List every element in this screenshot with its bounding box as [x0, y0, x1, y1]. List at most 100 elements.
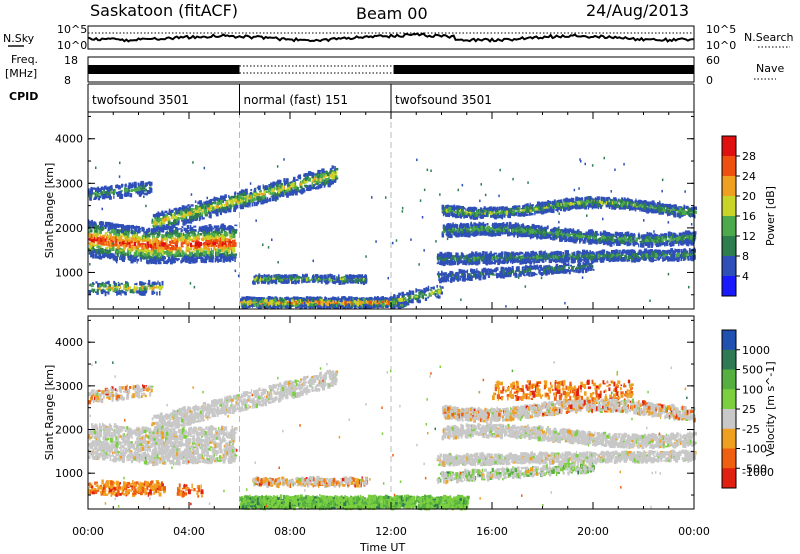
data-cell: [250, 189, 253, 192]
data-cell: [262, 199, 265, 204]
data-cell: [203, 243, 205, 248]
data-cell: [104, 221, 108, 227]
data-cell: [96, 192, 101, 195]
data-cell: [152, 236, 155, 241]
data-cell: [122, 290, 124, 294]
data-cell: [191, 216, 194, 220]
data-cell: [155, 282, 158, 285]
data-cell: [171, 236, 174, 240]
data-cell: [169, 233, 173, 237]
data-cell: [122, 257, 125, 262]
data-cell: [298, 174, 302, 178]
data-cell: [181, 226, 184, 229]
data-cell: [116, 257, 118, 262]
data-cell: [197, 243, 201, 248]
freq-tick-lo: 8: [64, 74, 71, 87]
data-cell: [293, 275, 297, 277]
data-cell: [355, 278, 358, 284]
data-cell: [331, 281, 334, 283]
data-cell: [100, 242, 104, 246]
data-cell: [103, 238, 107, 242]
data-cell: [247, 302, 249, 307]
data-cell: [135, 229, 137, 233]
data-cell: [170, 253, 174, 256]
data-cell: [212, 239, 216, 244]
beam-title: Beam 00: [356, 4, 428, 23]
data-cell: [339, 298, 343, 302]
data-cell: [216, 248, 218, 253]
data-cell: [315, 298, 318, 301]
data-cell: [211, 245, 213, 247]
cpid-segment-label: twofsound 3501: [395, 93, 492, 107]
data-cell: [312, 274, 315, 280]
data-cell: [176, 249, 180, 253]
data-cell: [200, 257, 203, 263]
data-cell: [618, 199, 621, 202]
data-cell: [414, 298, 417, 301]
data-cell: [115, 256, 119, 258]
data-cell: [432, 286, 435, 290]
data-cell: [210, 232, 213, 237]
data-cell: [418, 289, 421, 291]
data-cell: [426, 289, 429, 292]
data-cell: [219, 237, 223, 243]
data-cell: [139, 192, 142, 197]
data-cell: [389, 296, 392, 301]
data-cell: [218, 240, 220, 244]
data-cell: [167, 221, 171, 225]
data-cell: [292, 302, 296, 306]
data-cell: [103, 227, 105, 230]
data-cell: [138, 249, 141, 253]
data-cell: [254, 278, 257, 281]
data-cell: [219, 245, 222, 249]
data-cell: [267, 276, 269, 280]
data-cell: [89, 245, 93, 247]
data-cell: [335, 300, 337, 303]
data-cell: [97, 256, 101, 259]
data-cell: [261, 275, 264, 279]
data-cell: [205, 226, 208, 232]
data-cell: [177, 246, 181, 251]
data-cell: [296, 179, 299, 181]
data-cell: [167, 235, 171, 239]
data-cell: [316, 276, 318, 280]
data-cell: [257, 185, 261, 191]
data-cell: [113, 243, 116, 246]
data-cell: [208, 224, 212, 228]
data-cell: [227, 244, 230, 249]
cpid-segment-label: twofsound 3501: [92, 93, 189, 107]
data-cell: [142, 185, 146, 189]
data-cell: [129, 251, 132, 255]
data-cell: [139, 282, 143, 286]
data-cell: [161, 242, 165, 247]
data-cell: [204, 242, 207, 246]
data-cell: [104, 232, 107, 235]
data-cell: [166, 252, 168, 255]
data-cell: [156, 232, 158, 236]
data-cell: [181, 249, 184, 255]
data-cell: [230, 242, 233, 248]
data-cell: [107, 288, 110, 292]
data-cell: [224, 253, 226, 259]
data-cell: [227, 248, 231, 254]
data-cell: [308, 296, 311, 302]
data-cell: [209, 199, 212, 204]
data-cell: [373, 298, 377, 300]
freq-tick-hi: 18: [64, 54, 78, 67]
data-cell: [204, 256, 207, 261]
data-cell: [215, 235, 219, 238]
data-cell: [315, 179, 318, 182]
data-cell: [261, 192, 264, 196]
data-cell: [177, 251, 181, 256]
data-cell: [127, 256, 131, 258]
data-cell: [430, 286, 433, 289]
data-cell: [156, 238, 159, 242]
data-cell: [227, 251, 229, 256]
data-cell: [133, 231, 137, 234]
data-cell: [244, 196, 246, 198]
data-cell: [139, 249, 143, 252]
data-cell: [114, 243, 118, 247]
data-cell: [316, 182, 319, 185]
data-cell: [165, 240, 167, 243]
data-cell: [115, 229, 118, 235]
